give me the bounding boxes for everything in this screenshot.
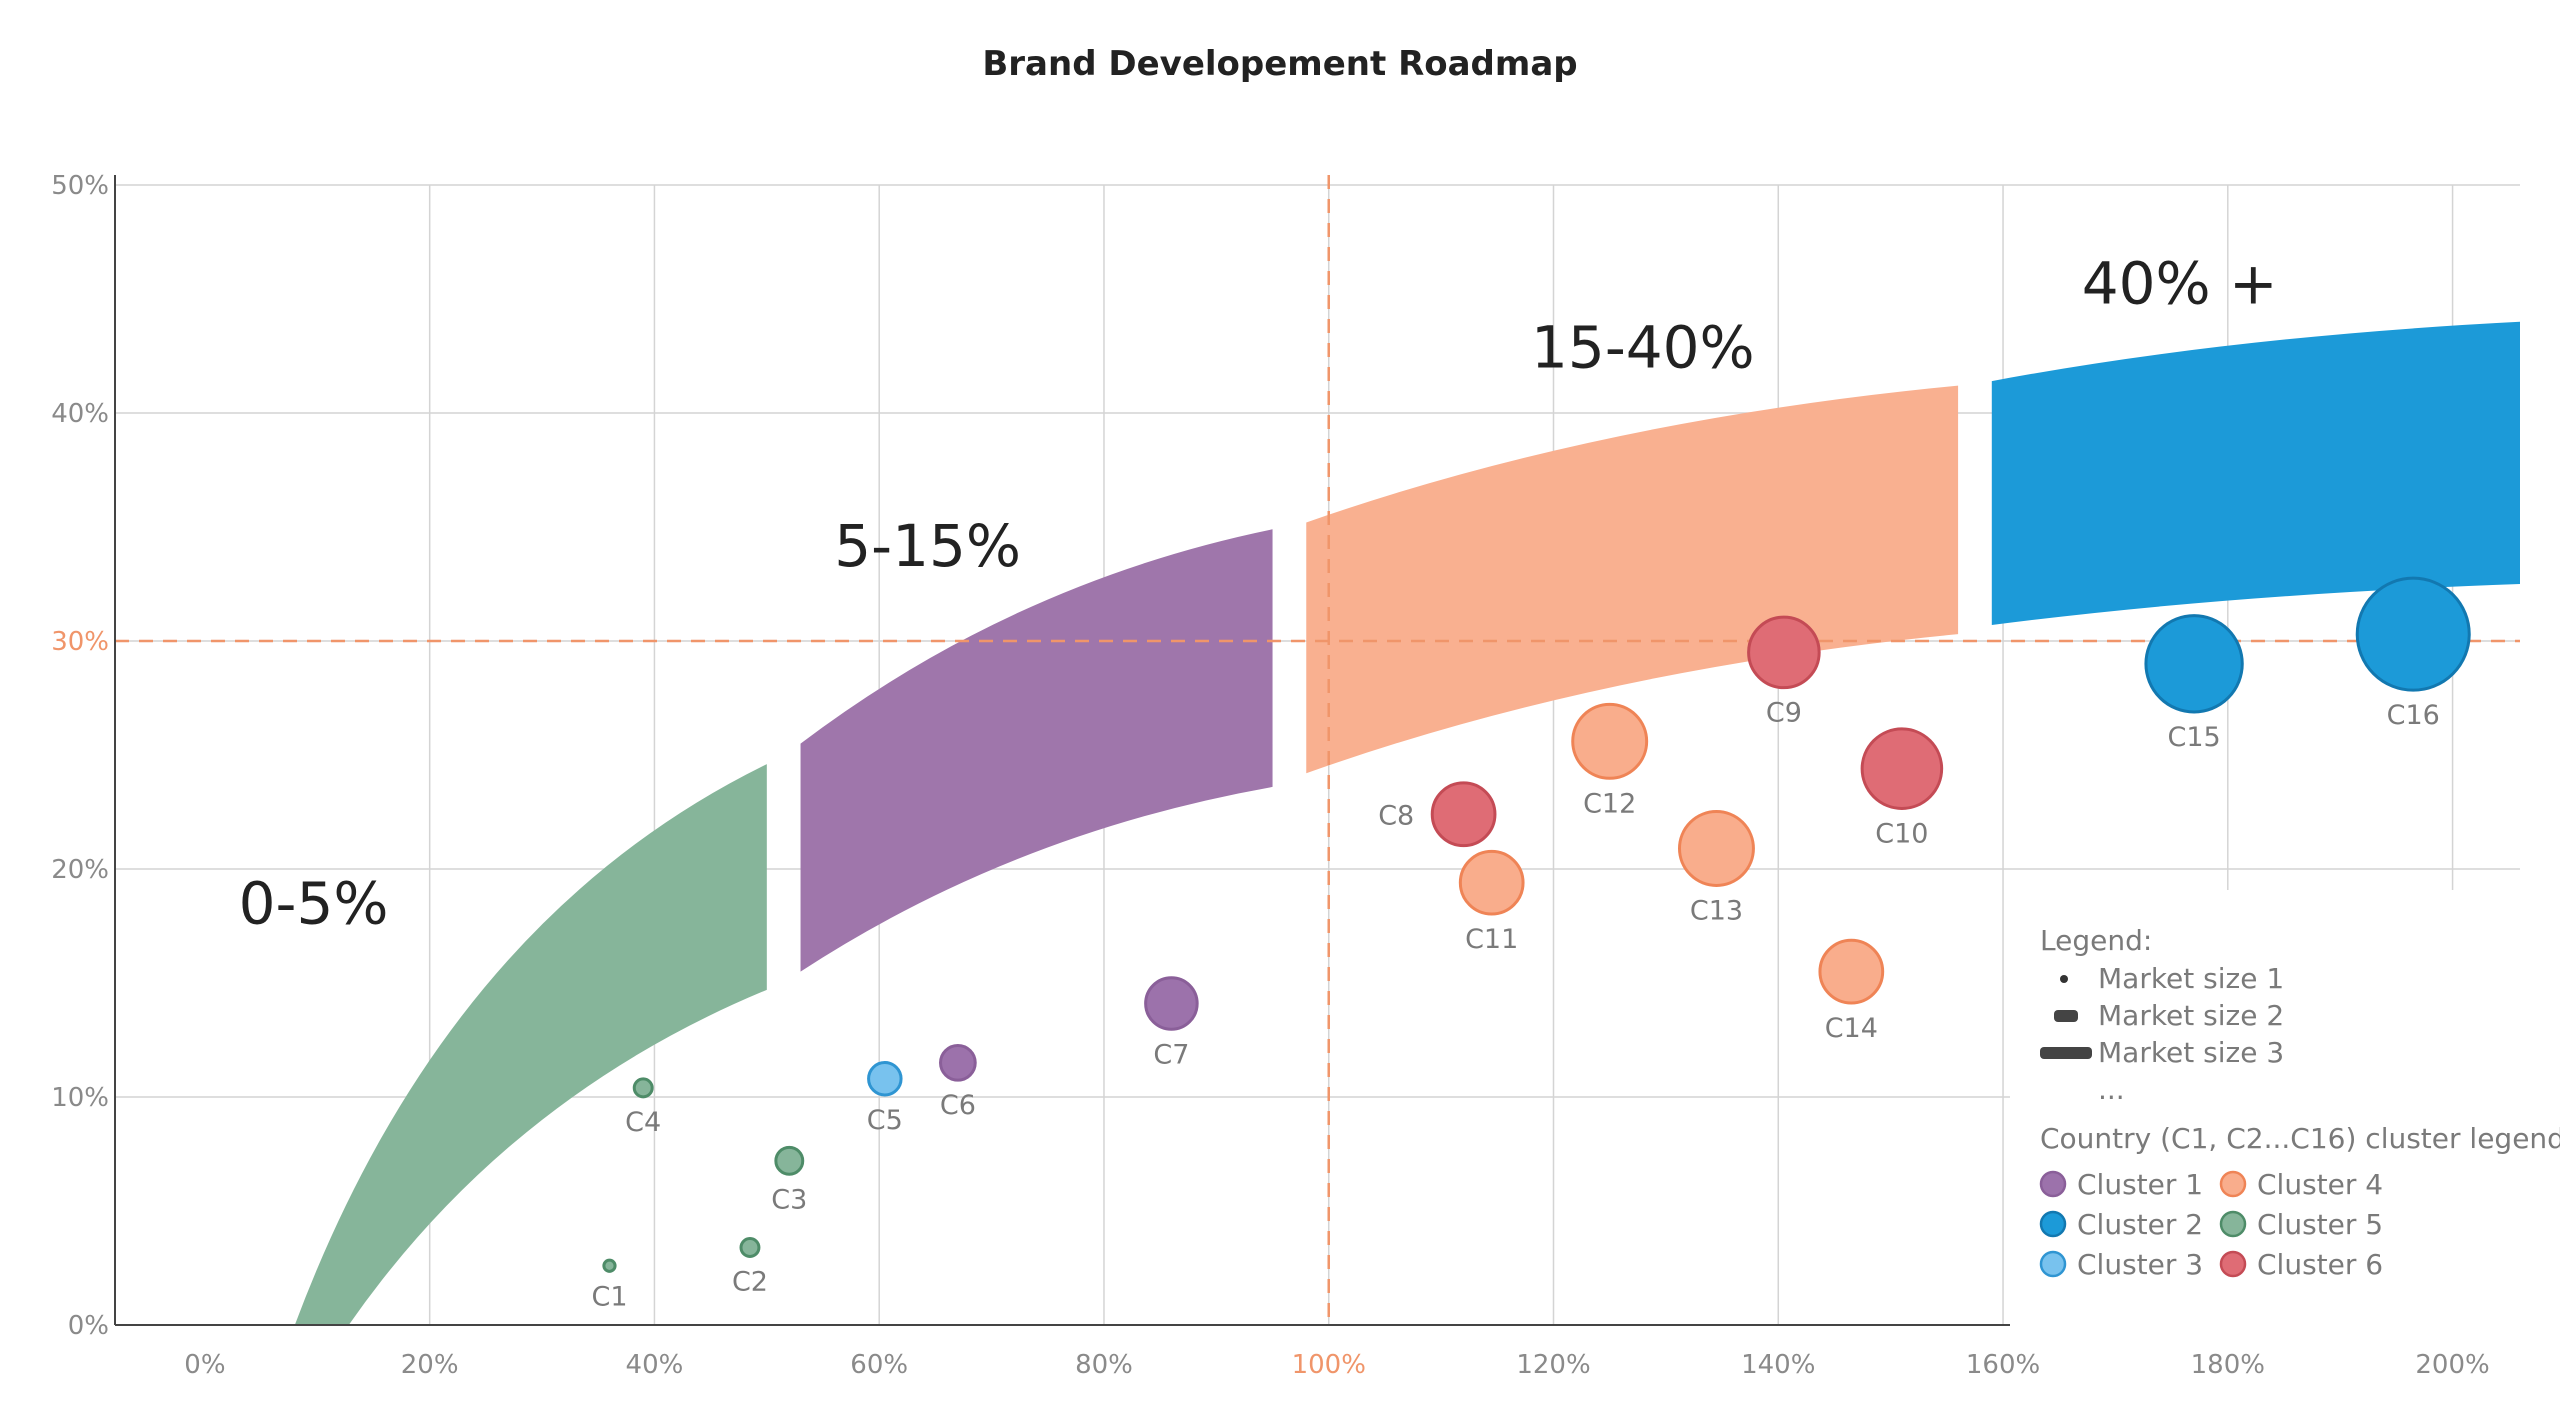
- chart-title: Brand Developement Roadmap: [982, 44, 1577, 84]
- legend-cluster-3-swatch: [2039, 1250, 2067, 1278]
- reference-lines: [115, 175, 2520, 1325]
- x-tick-label: 180%: [2191, 1350, 2265, 1380]
- legend-size-item: ...: [2098, 1073, 2125, 1106]
- point-c4: [632, 1077, 654, 1099]
- y-tick-label: 0%: [68, 1311, 109, 1341]
- legend: Legend: Market size 1 Market size 2 Market …: [2010, 890, 2560, 1330]
- y-tick-label: 40%: [51, 399, 109, 429]
- band-1: [294, 764, 767, 1325]
- x-tick-label: 40%: [626, 1350, 684, 1380]
- point-c14: [1818, 938, 1885, 1005]
- development-bands: 0-5% 5-15% 15-40% 40% +: [239, 250, 2520, 1325]
- point-label-c13: C13: [1690, 895, 1743, 926]
- x-tick-label: 0%: [184, 1350, 225, 1380]
- x-tick-label: 100%: [1292, 1350, 1366, 1380]
- legend-cluster-2-swatch: [2039, 1210, 2067, 1238]
- y-tick-label: 10%: [51, 1083, 109, 1113]
- legend-cluster-3-label: Cluster 3: [2077, 1248, 2203, 1281]
- x-tick-label: 60%: [850, 1350, 908, 1380]
- legend-cluster-5-swatch: [2219, 1210, 2247, 1238]
- point-c15: [2144, 614, 2244, 714]
- legend-background: [2010, 890, 2550, 1330]
- point-label-c12: C12: [1583, 788, 1636, 819]
- point-label-c10: C10: [1875, 818, 1928, 849]
- point-label-c5: C5: [867, 1105, 903, 1136]
- y-tick-label: 50%: [51, 171, 109, 201]
- legend-cluster-6-swatch: [2219, 1250, 2247, 1278]
- point-label-c6: C6: [940, 1090, 976, 1121]
- legend-size-item: Market size 1: [2098, 962, 2284, 995]
- point-c16: [2355, 576, 2471, 692]
- point-c8: [1430, 781, 1497, 848]
- legend-title: Legend:: [2040, 924, 2152, 957]
- legend-cluster-4-label: Cluster 4: [2257, 1168, 2383, 1201]
- market-size-2-swatch: [2054, 1010, 2078, 1022]
- point-c2: [739, 1237, 761, 1258]
- point-label-c15: C15: [2167, 722, 2220, 753]
- legend-cluster-1-label: Cluster 1: [2077, 1168, 2203, 1201]
- band-label-3: 15-40%: [1531, 313, 1755, 381]
- point-label-c2: C2: [732, 1266, 768, 1297]
- point-c7: [1144, 976, 1199, 1031]
- point-label-c14: C14: [1825, 1013, 1878, 1044]
- point-label-c9: C9: [1766, 698, 1802, 729]
- band-2: [800, 529, 1273, 972]
- point-c1: [602, 1258, 617, 1273]
- y-tick-label: 20%: [51, 855, 109, 885]
- legend-size-item: Market size 3: [2098, 1036, 2284, 1069]
- point-c3: [774, 1145, 805, 1176]
- point-c9: [1747, 615, 1821, 690]
- point-label-c11: C11: [1465, 924, 1518, 955]
- legend-cluster-title: Country (C1, C2...C16) cluster legend:: [2040, 1122, 2560, 1155]
- axes: 0% 20% 40% 60% 80% 100% 120% 140% 160% 180% 200% 0%…: [51, 171, 2520, 1380]
- band-label-1: 0-5%: [239, 870, 389, 938]
- point-label-c3: C3: [771, 1184, 807, 1215]
- point-c6: [939, 1043, 977, 1082]
- x-tick-label: 120%: [1516, 1350, 1590, 1380]
- x-tick-label: 160%: [1966, 1350, 2040, 1380]
- market-size-3-swatch: [2040, 1047, 2092, 1059]
- point-c10: [1860, 727, 1944, 810]
- x-tick-label: 140%: [1741, 1350, 1815, 1380]
- point-label-c4: C4: [625, 1107, 661, 1138]
- legend-size-item: Market size 2: [2098, 999, 2284, 1032]
- legend-cluster-5-label: Cluster 5: [2257, 1208, 2383, 1241]
- x-tick-label: 20%: [401, 1350, 459, 1380]
- point-c11: [1458, 849, 1525, 916]
- point-label-c8: C8: [1378, 800, 1414, 831]
- legend-cluster-2-label: Cluster 2: [2077, 1208, 2203, 1241]
- legend-cluster-4-swatch: [2219, 1170, 2247, 1198]
- point-c12: [1571, 702, 1649, 780]
- band-3: [1306, 385, 1959, 774]
- legend-cluster-1-swatch: [2039, 1170, 2067, 1198]
- x-tick-label: 80%: [1075, 1350, 1133, 1380]
- y-tick-label: 30%: [51, 627, 109, 657]
- legend-cluster-6-label: Cluster 6: [2257, 1248, 2383, 1281]
- band-label-2: 5-15%: [834, 512, 1021, 580]
- country-points: C1 C2 C3 C4 C5 C6 C7 C8 C9 C10 C11 C12 C13 C14 C15 C16: [591, 576, 2471, 1312]
- market-size-1-swatch: [2060, 975, 2068, 983]
- x-tick-label: 200%: [2415, 1350, 2489, 1380]
- band-label-4: 40% +: [2082, 250, 2278, 318]
- point-c13: [1678, 810, 1755, 887]
- point-c5: [867, 1061, 903, 1097]
- point-label-c7: C7: [1153, 1039, 1189, 1070]
- band-4: [1991, 321, 2520, 626]
- point-label-c1: C1: [591, 1281, 627, 1312]
- point-label-c16: C16: [2387, 700, 2440, 731]
